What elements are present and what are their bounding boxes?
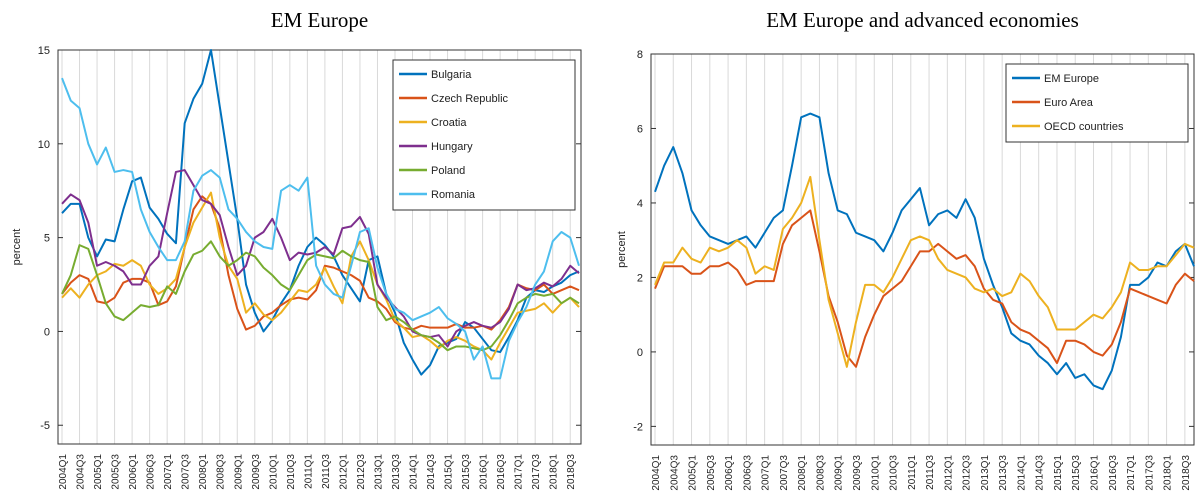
x-tick-label: 2009Q1 xyxy=(233,454,244,490)
x-tick-label: 2013Q1 xyxy=(980,455,991,491)
x-tick-label: 2007Q3 xyxy=(779,455,790,491)
legend-box xyxy=(392,59,576,211)
y-axis-label: percent xyxy=(11,229,23,266)
x-tick-label: 2011Q3 xyxy=(925,455,936,490)
legend-label: Romania xyxy=(431,189,476,201)
x-tick-label: 2011Q3 xyxy=(321,454,332,489)
x-tick-label: 2005Q3 xyxy=(706,455,717,491)
y-tick-label: 5 xyxy=(44,233,50,245)
chart-title: EM Europe xyxy=(271,8,368,32)
x-tick-label: 2004Q3 xyxy=(76,454,87,490)
x-tick-label: 2004Q1 xyxy=(58,454,69,490)
x-tick-label: 2017Q1 xyxy=(514,454,525,490)
x-tick-label: 2009Q3 xyxy=(852,455,863,491)
series-line xyxy=(61,77,580,380)
x-tick-label: 2017Q3 xyxy=(1144,455,1155,491)
x-tick-label: 2013Q1 xyxy=(373,454,384,490)
y-tick-label: 4 xyxy=(637,198,643,210)
x-tick-label: 2012Q1 xyxy=(943,455,954,491)
legend-label: OECD countries xyxy=(1044,121,1124,133)
legend-label: Bulgaria xyxy=(431,69,472,81)
x-tick-label: 2005Q3 xyxy=(111,454,122,490)
x-tick-label: 2010Q3 xyxy=(889,455,900,491)
y-tick-label: 6 xyxy=(637,123,643,135)
x-tick-label: 2014Q1 xyxy=(1016,455,1027,491)
x-tick-label: 2007Q3 xyxy=(181,454,192,490)
x-tick-label: 2017Q3 xyxy=(531,454,542,490)
plot-frame xyxy=(650,53,1195,446)
x-tick-label: 2005Q1 xyxy=(93,454,104,490)
x-tick-label: 2006Q1 xyxy=(724,455,735,491)
x-tick-label: 2013Q3 xyxy=(391,454,402,490)
x-tick-label: 2011Q1 xyxy=(303,454,314,489)
x-tick-label: 2008Q1 xyxy=(198,454,209,490)
x-tick-label: 2006Q1 xyxy=(128,454,139,490)
x-tick-label: 2016Q1 xyxy=(1090,455,1101,491)
y-tick-label: 0 xyxy=(637,347,643,359)
x-tick-label: 2016Q3 xyxy=(1108,455,1119,491)
legend-label: Croatia xyxy=(431,117,467,129)
x-tick-label: 2009Q3 xyxy=(251,454,262,490)
y-tick-label: -2 xyxy=(633,421,643,433)
chart-title: EM Europe and advanced economies xyxy=(766,8,1079,32)
x-tick-label: 2015Q3 xyxy=(461,454,472,490)
series-line xyxy=(654,112,1195,391)
x-tick-label: 2013Q3 xyxy=(998,455,1009,491)
x-tick-label: 2009Q1 xyxy=(834,455,845,491)
y-tick-label: 8 xyxy=(637,49,643,61)
legend-label: EM Europe xyxy=(1044,73,1099,85)
x-tick-label: 2018Q3 xyxy=(1181,455,1192,491)
legend-label: Euro Area xyxy=(1044,97,1094,109)
y-tick-label: 2 xyxy=(637,272,643,284)
series-line xyxy=(61,169,580,348)
y-tick-label: 15 xyxy=(38,45,50,57)
series-line xyxy=(61,49,580,376)
x-tick-label: 2010Q3 xyxy=(286,454,297,490)
x-tick-label: 2010Q1 xyxy=(870,455,881,491)
x-tick-label: 2007Q1 xyxy=(163,454,174,490)
series-line xyxy=(61,240,580,352)
x-tick-label: 2015Q1 xyxy=(444,454,455,490)
x-tick-label: 2014Q3 xyxy=(1035,455,1046,491)
plot-frame xyxy=(57,49,582,445)
series-line xyxy=(654,175,1195,368)
x-tick-label: 2018Q1 xyxy=(1163,455,1174,491)
x-tick-label: 2006Q3 xyxy=(146,454,157,490)
x-tick-label: 2008Q3 xyxy=(216,454,227,490)
x-tick-label: 2016Q1 xyxy=(479,454,490,490)
x-tick-label: 2004Q3 xyxy=(669,455,680,491)
x-tick-label: 2008Q1 xyxy=(797,455,808,491)
y-tick-label: -5 xyxy=(40,420,50,432)
x-tick-label: 2014Q3 xyxy=(426,454,437,490)
y-tick-label: 10 xyxy=(38,139,50,151)
x-tick-label: 2006Q3 xyxy=(742,455,753,491)
x-tick-label: 2007Q1 xyxy=(761,455,772,491)
x-tick-label: 2014Q1 xyxy=(409,454,420,490)
legend-label: Czech Republic xyxy=(431,93,509,105)
x-tick-label: 2018Q3 xyxy=(566,454,577,490)
x-tick-label: 2011Q1 xyxy=(907,455,918,490)
x-tick-label: 2017Q1 xyxy=(1126,455,1137,491)
series-line xyxy=(654,209,1195,368)
x-tick-label: 2010Q1 xyxy=(268,454,279,490)
x-tick-label: 2004Q1 xyxy=(651,455,662,491)
legend-label: Poland xyxy=(431,165,465,177)
y-axis-label: percent xyxy=(616,231,628,268)
x-tick-label: 2015Q1 xyxy=(1053,455,1064,491)
x-tick-label: 2018Q1 xyxy=(549,454,560,490)
x-tick-label: 2016Q3 xyxy=(496,454,507,490)
x-tick-label: 2015Q3 xyxy=(1071,455,1082,491)
x-tick-label: 2005Q1 xyxy=(688,455,699,491)
series-line xyxy=(61,195,580,331)
x-tick-label: 2008Q3 xyxy=(815,455,826,491)
y-tick-label: 0 xyxy=(44,326,50,338)
legend-label: Hungary xyxy=(431,141,473,153)
x-tick-label: 2012Q3 xyxy=(356,454,367,490)
x-tick-label: 2012Q1 xyxy=(338,454,349,490)
x-tick-label: 2012Q3 xyxy=(962,455,973,491)
